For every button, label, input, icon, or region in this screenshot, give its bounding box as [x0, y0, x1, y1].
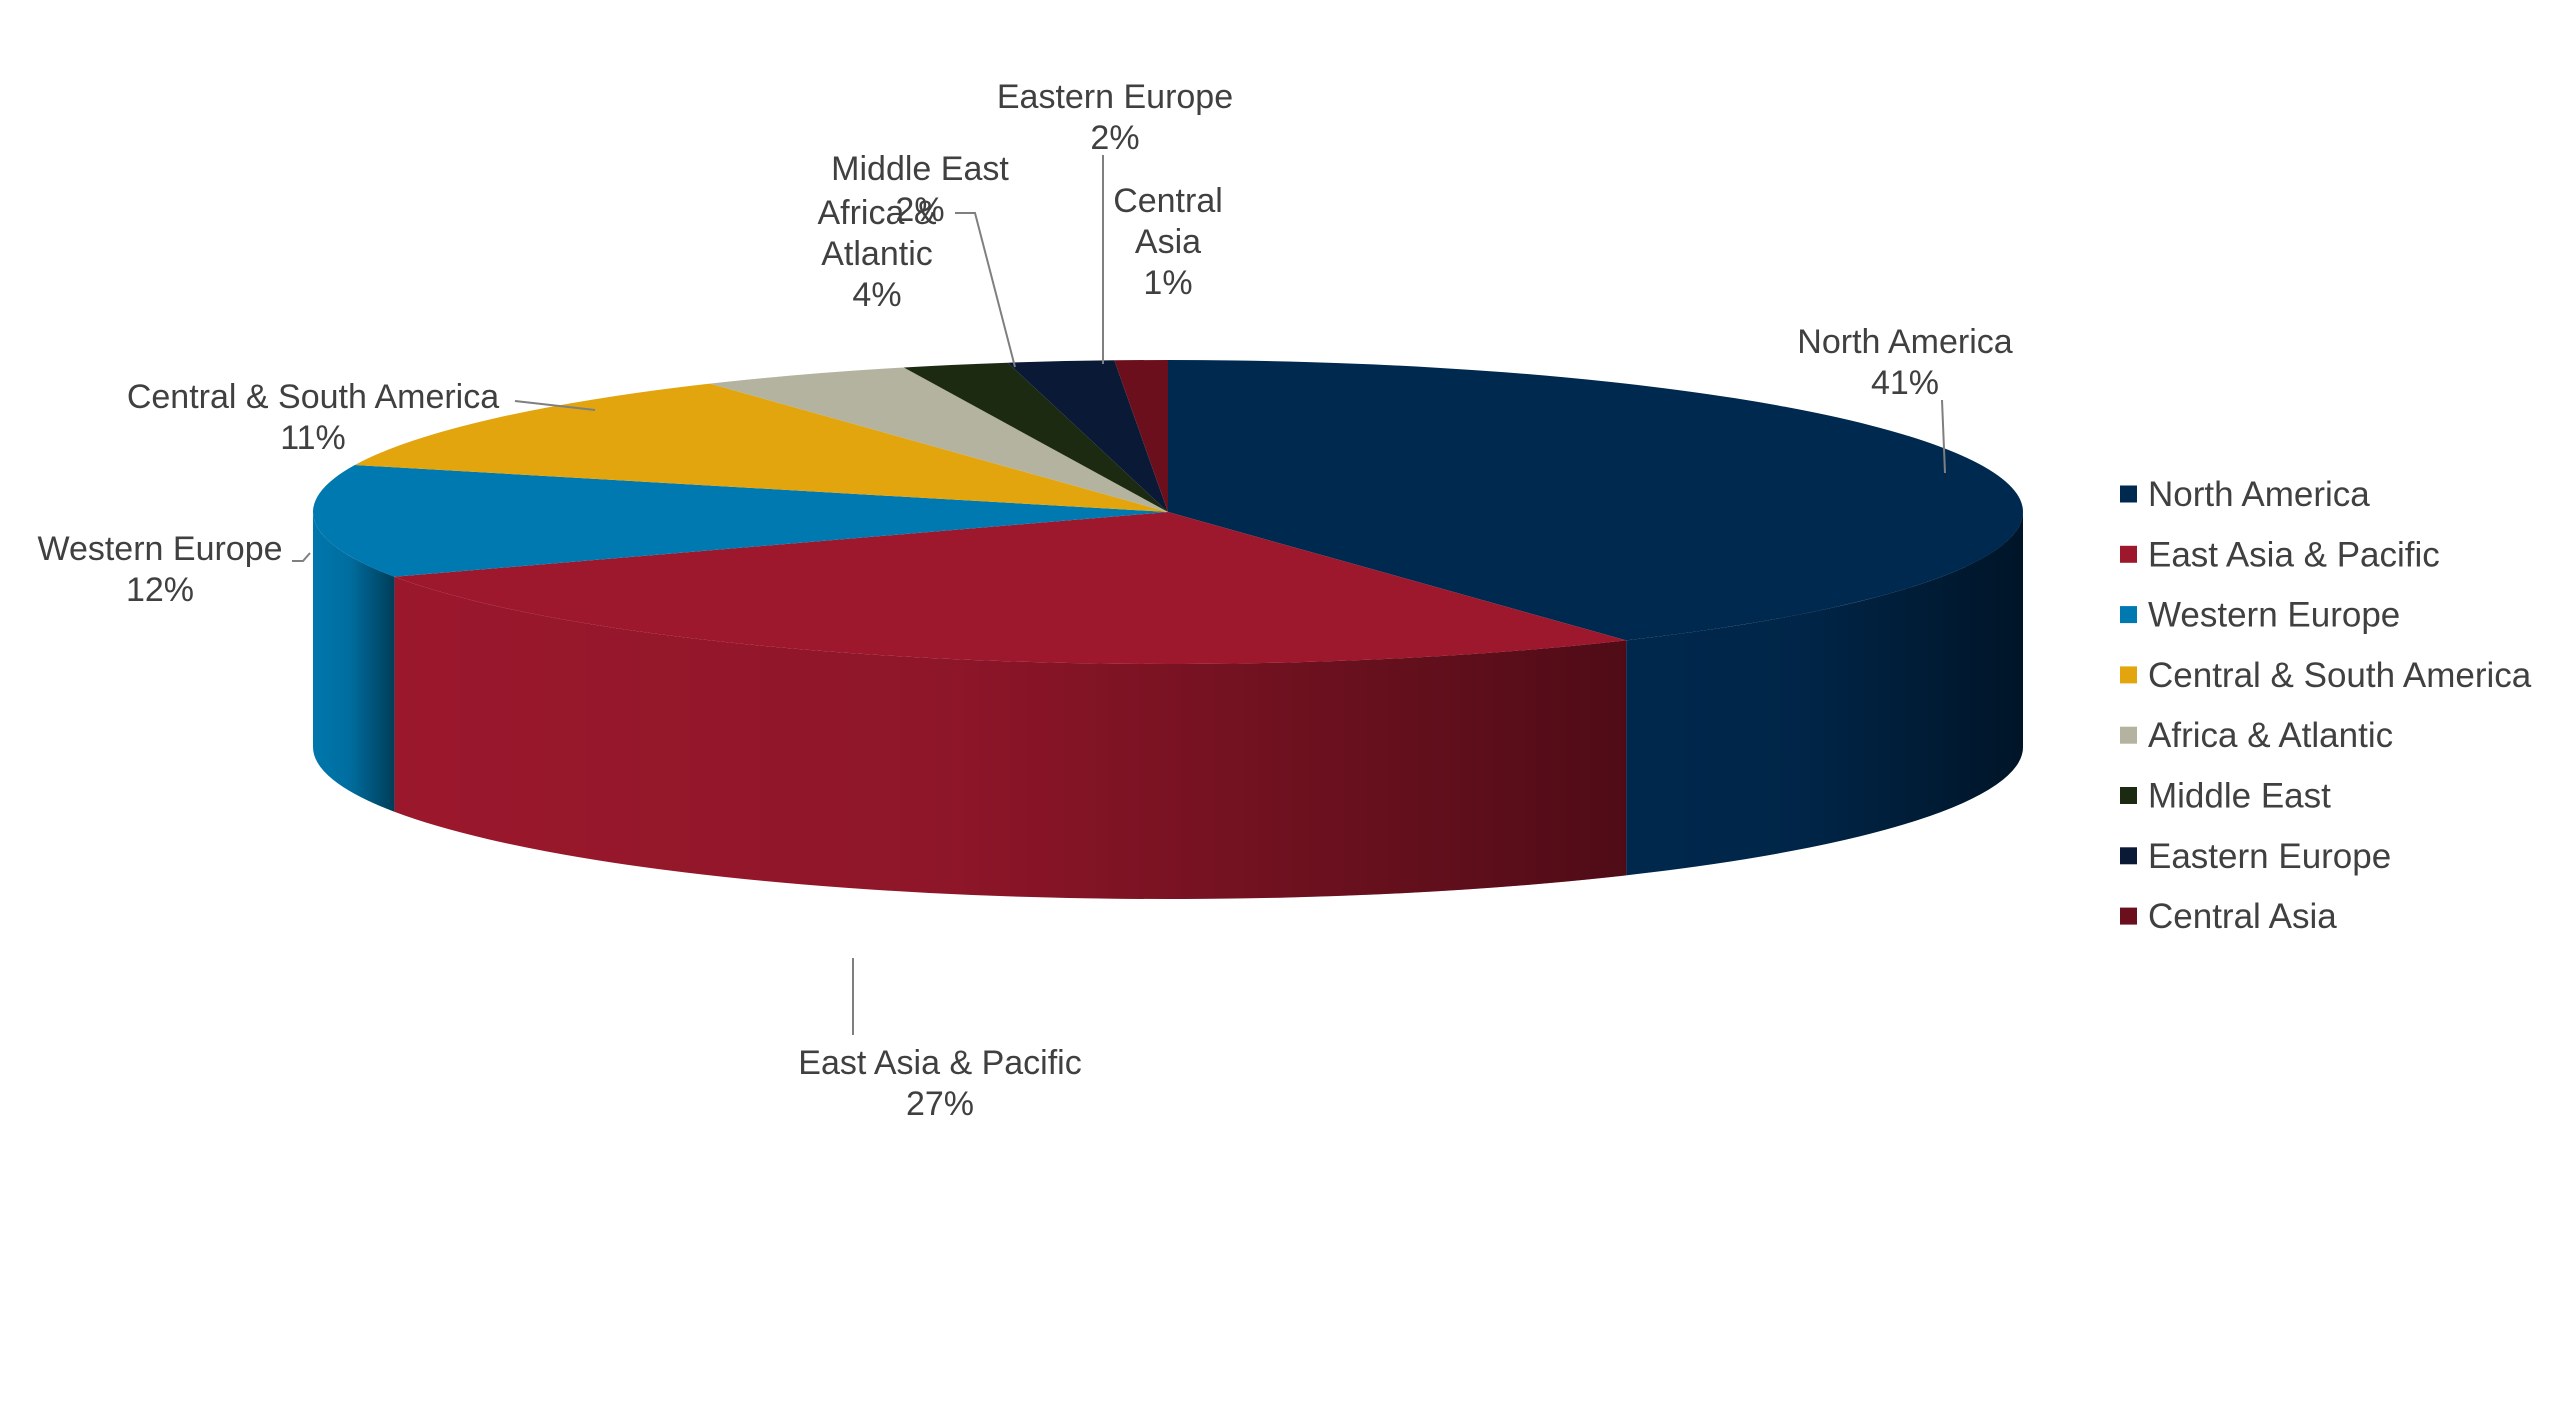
pie-top-faces	[313, 360, 2024, 664]
leader-line-central-and-south-america	[514, 400, 596, 411]
legend: North America East Asia & Pacific Western …	[2120, 475, 2532, 936]
legend-item-central-and-south-america: Central & South America	[2120, 656, 2532, 695]
pie-slice-eastern-europe	[1007, 360, 1168, 512]
legend-item-north-america: North America	[2120, 475, 2370, 514]
leader-line-middle-east	[955, 212, 1016, 368]
legend-item-eastern-europe: Eastern Europe	[2120, 837, 2391, 876]
data-label-central-and-south-america: Central & South America 11%	[127, 378, 499, 457]
legend-item-western-europe: Western Europe	[2120, 596, 2400, 635]
legend-swatch-western-europe	[2120, 606, 2137, 624]
data-label-central-asia: Central Asia 1%	[1113, 182, 1223, 302]
data-label-east-asia-and-pacific: East Asia & Pacific 27%	[798, 1044, 1081, 1123]
legend-label-middle-east: Middle East	[2148, 777, 2331, 816]
pie-slice-africa-and-atlantic	[709, 367, 1168, 512]
data-labels: North America 41% East Asia & Pacific 27% We…	[37, 78, 2012, 1123]
data-label-western-europe: Western Europe 12%	[37, 530, 282, 609]
legend-swatch-east-asia-and-pacific	[2120, 545, 2137, 563]
legend-label-western-europe: Western Europe	[2148, 596, 2400, 635]
pie-slice-central-asia	[1114, 360, 1168, 512]
legend-swatch-central-asia	[2120, 907, 2137, 925]
data-label-eastern-europe: Eastern Europe 2%	[997, 78, 1233, 157]
legend-swatch-africa-and-atlantic	[2120, 726, 2137, 744]
legend-item-central-asia: Central Asia	[2120, 897, 2337, 936]
pie-slice-north-america	[1168, 360, 2024, 641]
legend-item-east-asia-and-pacific: East Asia & Pacific	[2120, 535, 2440, 574]
pie-side-faces	[313, 512, 2024, 899]
pie-slice-east-asia-and-pacific	[394, 512, 1627, 664]
pie-slice-central-and-south-america	[354, 383, 1168, 512]
legend-item-middle-east: Middle East	[2120, 777, 2331, 816]
legend-label-east-asia-and-pacific: East Asia & Pacific	[2148, 535, 2440, 574]
leader-lines	[292, 155, 1946, 1035]
legend-label-central-and-south-america: Central & South America	[2148, 656, 2532, 695]
legend-label-eastern-europe: Eastern Europe	[2148, 837, 2391, 876]
leader-line-north-america	[1941, 399, 1946, 474]
data-label-middle-east: Middle East 2%	[831, 150, 1009, 229]
legend-swatch-central-and-south-america	[2120, 666, 2137, 684]
legend-label-north-america: North America	[2148, 475, 2370, 514]
pie-slice-middle-east	[903, 362, 1168, 512]
pie-slice-western-europe	[313, 465, 1168, 577]
legend-swatch-eastern-europe	[2120, 847, 2137, 865]
data-label-north-america: North America 41%	[1797, 323, 2012, 402]
pie-side-shade-east-asia-and-pacific	[394, 576, 1627, 899]
data-label-africa-and-atlantic: Africa & Atlantic 4%	[817, 194, 936, 314]
legend-swatch-middle-east	[2120, 787, 2137, 804]
pie-side-shade-north-america	[1626, 512, 2024, 876]
leader-line-western-europe	[292, 552, 311, 562]
legend-item-africa-and-atlantic: Africa & Atlantic	[2120, 716, 2393, 755]
pie-side-shade-western-europe	[313, 512, 395, 812]
legend-swatch-north-america	[2120, 485, 2137, 503]
legend-label-central-asia: Central Asia	[2148, 897, 2337, 936]
legend-label-africa-and-atlantic: Africa & Atlantic	[2148, 716, 2393, 755]
